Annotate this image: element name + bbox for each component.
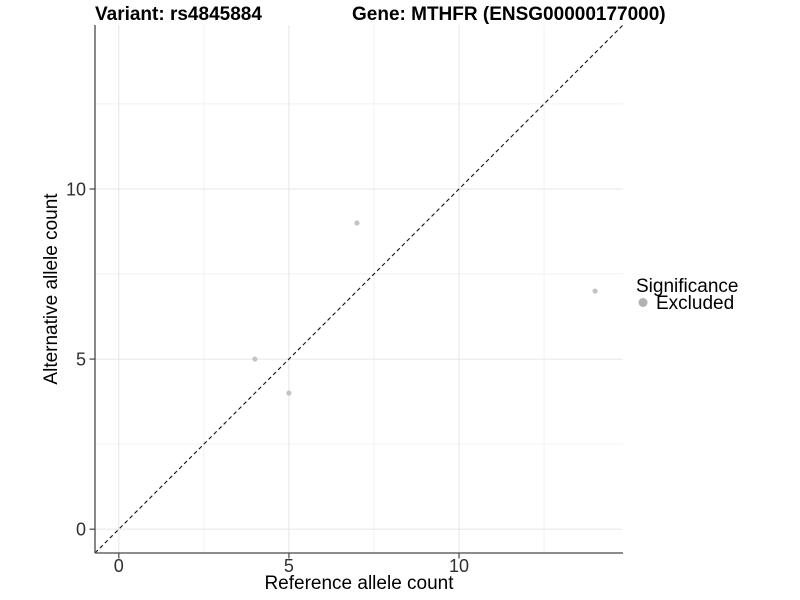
data-point (286, 390, 292, 396)
y-tick-label: 5 (76, 350, 86, 370)
identity-dashed-line (94, 24, 624, 554)
y-tick-label: 0 (76, 520, 86, 540)
gridlines-layer (95, 25, 623, 553)
axes-layer (89, 25, 623, 559)
data-point (252, 356, 258, 362)
data-point (592, 288, 598, 294)
identity-line-layer (94, 24, 624, 554)
y-tick-label: 10 (66, 179, 86, 199)
legend: Significance Excluded (636, 276, 738, 314)
tick-labels-layer: 0 5 10 0 5 10 (66, 179, 469, 576)
x-axis-title: Reference allele count (264, 573, 454, 594)
plot-title-gene: Gene: MTHFR (ENSG00000177000) (352, 4, 666, 25)
x-tick-label: 10 (449, 556, 469, 576)
x-tick-label: 0 (114, 556, 124, 576)
x-tick-label: 5 (284, 556, 294, 576)
y-axis-title: Alternative allele count (41, 193, 62, 385)
legend-item-label: Excluded (656, 293, 734, 314)
legend-key-dot-icon (638, 298, 648, 307)
data-points-layer (252, 220, 598, 396)
plot-title-variant: Variant: rs4845884 (95, 4, 262, 25)
data-point (354, 220, 360, 226)
legend-title: Significance (636, 276, 738, 297)
